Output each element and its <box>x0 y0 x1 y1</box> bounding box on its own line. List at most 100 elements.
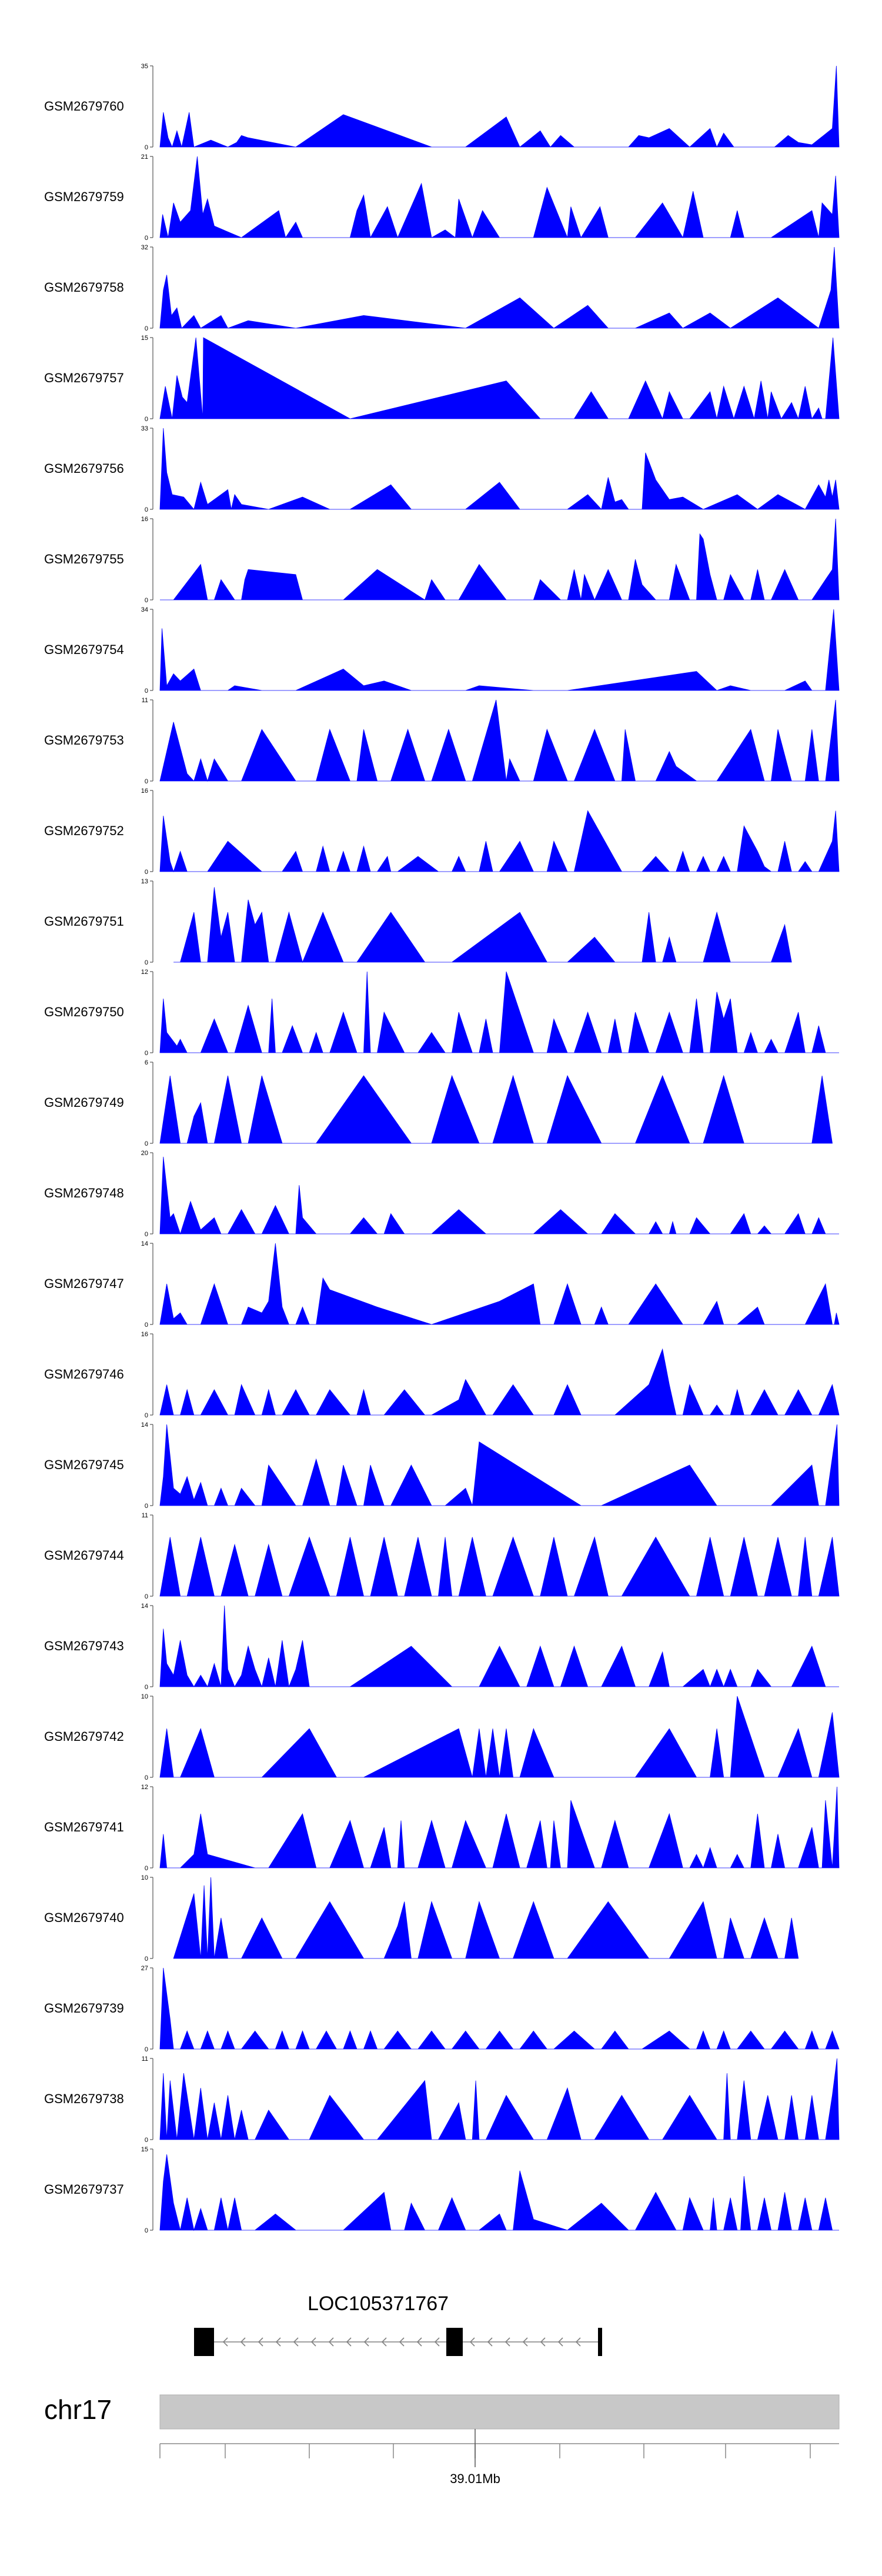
track-GSM2679738: GSM2679738 11 0 <box>44 2056 840 2144</box>
y-axis-max-label: 12 <box>141 969 148 976</box>
strand-arrow <box>399 2337 405 2347</box>
y-axis-min-label: 0 <box>145 1503 148 1510</box>
track-GSM2679750: GSM2679750 12 0 <box>44 969 839 1057</box>
track-GSM2679747: GSM2679747 14 0 <box>44 1240 840 1329</box>
y-axis-min-label: 0 <box>145 416 148 423</box>
track-GSM2679744: GSM2679744 11 0 <box>44 1512 840 1600</box>
track-GSM2679753: GSM2679753 11 0 <box>44 697 840 785</box>
strand-arrow <box>275 2337 281 2347</box>
gene-model: LOC105371767 <box>194 2293 602 2356</box>
y-axis-max-label: 14 <box>141 1603 148 1610</box>
y-axis-min-label: 0 <box>145 688 148 695</box>
strand-arrow <box>434 2337 440 2347</box>
track-GSM2679746: GSM2679746 16 0 <box>44 1331 840 1419</box>
y-axis-max-label: 34 <box>141 606 148 613</box>
strand-arrow <box>363 2337 369 2347</box>
y-axis-max-label: 15 <box>141 335 148 342</box>
track-GSM2679755: GSM2679755 16 0 <box>44 516 840 604</box>
track-GSM2679742: GSM2679742 10 0 <box>44 1693 840 1781</box>
track-label: GSM2679751 <box>44 914 124 929</box>
y-axis-max-label: 14 <box>141 1240 148 1247</box>
y-axis-max-label: 27 <box>141 1965 148 1972</box>
coverage-area <box>159 1967 840 2050</box>
y-axis-max-label: 10 <box>141 1693 148 1700</box>
strand-arrow <box>328 2337 334 2347</box>
coverage-area <box>159 971 839 1053</box>
track-label: GSM2679757 <box>44 371 124 385</box>
track-GSM2679741: GSM2679741 12 0 <box>44 1784 840 1872</box>
track-GSM2679760: GSM2679760 35 0 <box>44 63 840 151</box>
coverage-area <box>159 1075 833 1144</box>
y-axis-min-label: 0 <box>145 1684 148 1691</box>
track-GSM2679739: GSM2679739 27 0 <box>44 1965 840 2053</box>
strand-arrow <box>381 2337 387 2347</box>
gene-label: LOC105371767 <box>308 2293 449 2315</box>
coverage-area <box>173 1877 799 1959</box>
coverage-area <box>159 1424 840 1506</box>
y-axis-min-label: 0 <box>145 2227 148 2234</box>
coverage-area <box>159 337 840 420</box>
y-axis-max-label: 12 <box>141 1784 148 1791</box>
y-axis-max-label: 10 <box>141 1874 148 1881</box>
strand-arrow <box>293 2337 299 2347</box>
strand-arrow <box>540 2337 546 2347</box>
coverage-area <box>160 518 840 601</box>
track-GSM2679748: GSM2679748 20 0 <box>44 1150 839 1238</box>
y-axis-max-label: 16 <box>141 1331 148 1338</box>
track-GSM2679743: GSM2679743 14 0 <box>44 1603 839 1691</box>
track-label: GSM2679744 <box>44 1548 124 1563</box>
track-label: GSM2679759 <box>44 189 124 204</box>
coverage-area <box>159 1786 840 1869</box>
gene-exon-2 <box>446 2328 463 2356</box>
data-tracks: GSM2679760350GSM2679759210GSM2679758320G… <box>44 63 840 2234</box>
track-GSM2679752: GSM2679752 16 0 <box>44 788 840 876</box>
track-label: GSM2679745 <box>44 1457 124 1472</box>
track-GSM2679740: GSM2679740 10 0 <box>44 1874 799 1963</box>
coverage-area <box>159 156 840 239</box>
coverage-area <box>159 2058 840 2140</box>
y-axis-max-label: 16 <box>141 516 148 523</box>
coverage-area <box>159 1243 840 1325</box>
y-axis-min-label: 0 <box>145 778 148 785</box>
y-axis-min-label: 0 <box>145 1865 148 1872</box>
track-GSM2679757: GSM2679757 15 0 <box>44 335 840 423</box>
track-label: GSM2679754 <box>44 642 124 657</box>
y-axis-max-label: 15 <box>141 2146 148 2153</box>
y-axis-min-label: 0 <box>145 597 148 604</box>
y-axis-max-label: 32 <box>141 244 148 251</box>
coverage-area <box>159 1696 840 1778</box>
y-axis-min-label: 0 <box>145 2046 148 2053</box>
y-axis-max-label: 33 <box>141 425 148 432</box>
y-axis-max-label: 13 <box>141 878 148 885</box>
y-axis-max-label: 11 <box>142 2056 148 2063</box>
y-axis-max-label: 11 <box>142 697 148 704</box>
gene-exon-3 <box>598 2328 602 2356</box>
coverage-area <box>173 887 792 963</box>
track-label: GSM2679753 <box>44 733 124 748</box>
strand-arrow <box>575 2337 581 2347</box>
y-axis-min-label: 0 <box>145 1050 148 1057</box>
track-label: GSM2679758 <box>44 280 124 295</box>
track-label: GSM2679755 <box>44 552 124 566</box>
track-label: GSM2679746 <box>44 1367 124 1382</box>
coverage-area <box>159 609 840 691</box>
y-axis-max-label: 21 <box>141 154 148 161</box>
strand-arrow <box>487 2337 493 2347</box>
strand-arrow <box>416 2337 422 2347</box>
strand-arrow <box>522 2337 528 2347</box>
y-axis-min-label: 0 <box>145 1593 148 1600</box>
track-label: GSM2679752 <box>44 823 124 838</box>
position-label: 39.01Mb <box>450 2471 500 2486</box>
track-label: GSM2679742 <box>44 1729 124 1744</box>
y-axis-max-label: 11 <box>142 1512 148 1519</box>
track-label: GSM2679743 <box>44 1639 124 1653</box>
track-label: GSM2679749 <box>44 1095 124 1110</box>
coverage-area <box>159 65 840 148</box>
strand-arrow <box>258 2337 263 2347</box>
track-GSM2679758: GSM2679758 32 0 <box>44 244 840 332</box>
track-label: GSM2679737 <box>44 2182 124 2197</box>
strand-arrow <box>310 2337 316 2347</box>
y-axis-min-label: 0 <box>145 959 148 966</box>
track-label: GSM2679748 <box>44 1186 124 1200</box>
